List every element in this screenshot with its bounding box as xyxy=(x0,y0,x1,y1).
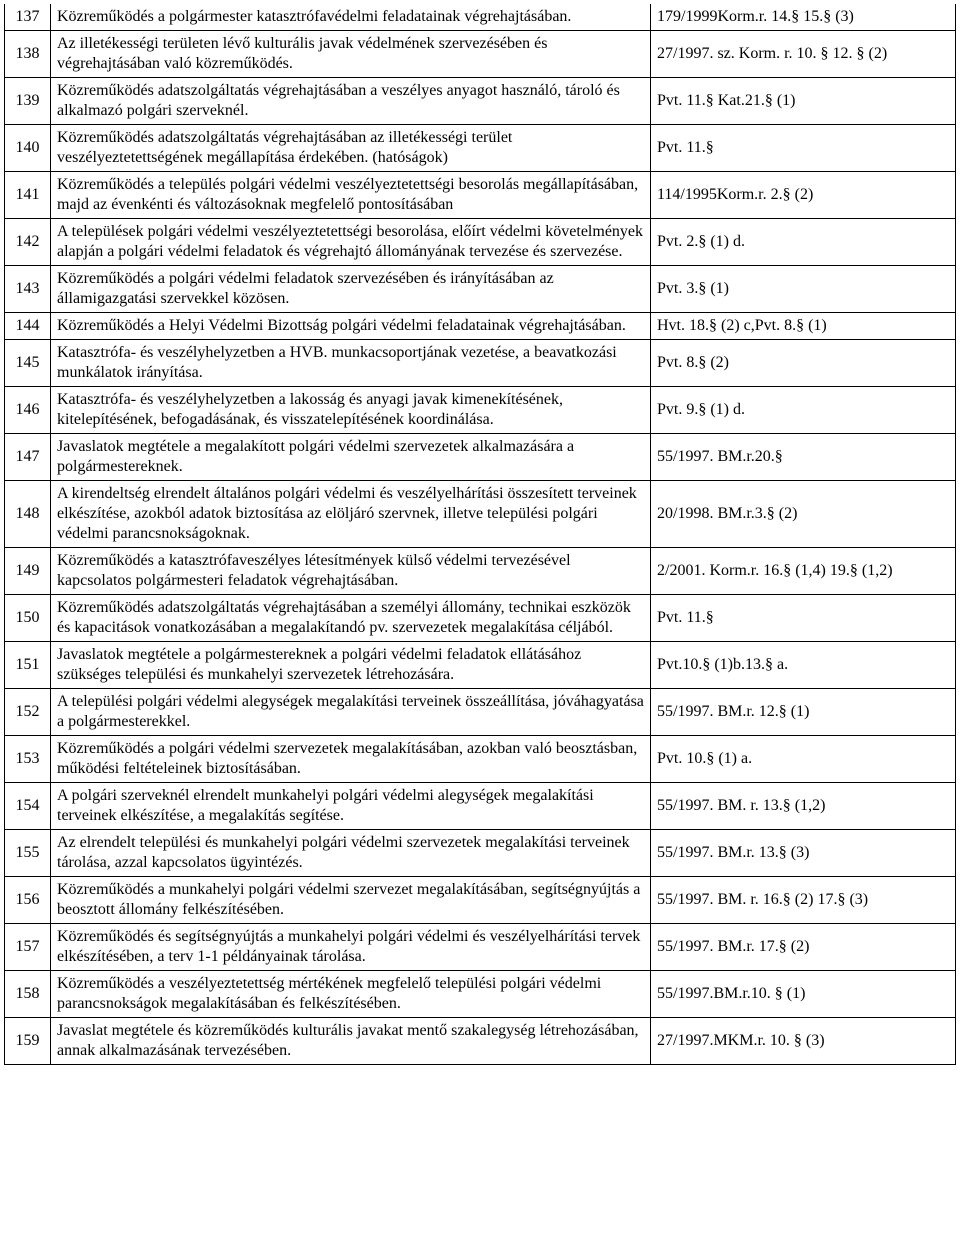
table-body: 137Közreműködés a polgármester katasztró… xyxy=(5,4,956,1065)
row-number: 148 xyxy=(5,481,51,548)
row-number: 150 xyxy=(5,595,51,642)
table-row: 158Közreműködés a veszélyeztetettség mér… xyxy=(5,971,956,1018)
row-reference: Pvt. 11.§ xyxy=(651,595,956,642)
row-reference: Pvt. 11.§ Kat.21.§ (1) xyxy=(651,78,956,125)
table-row: 153Közreműködés a polgári védelmi szerve… xyxy=(5,736,956,783)
row-description: Közreműködés a Helyi Védelmi Bizottság p… xyxy=(51,313,651,340)
row-reference: Pvt. 8.§ (2) xyxy=(651,340,956,387)
row-reference: 55/1997. BM.r. 17.§ (2) xyxy=(651,924,956,971)
regulations-table: 137Közreműködés a polgármester katasztró… xyxy=(4,4,956,1065)
row-description: Közreműködés a katasztrófaveszélyes léte… xyxy=(51,548,651,595)
row-reference: Pvt.10.§ (1)b.13.§ a. xyxy=(651,642,956,689)
row-number: 141 xyxy=(5,172,51,219)
row-reference: 20/1998. BM.r.3.§ (2) xyxy=(651,481,956,548)
row-description: Közreműködés a polgári védelmi feladatok… xyxy=(51,266,651,313)
table-row: 152A települési polgári védelmi alegység… xyxy=(5,689,956,736)
row-number: 143 xyxy=(5,266,51,313)
row-number: 147 xyxy=(5,434,51,481)
row-number: 145 xyxy=(5,340,51,387)
row-number: 158 xyxy=(5,971,51,1018)
row-reference: 27/1997. sz. Korm. r. 10. § 12. § (2) xyxy=(651,31,956,78)
row-reference: 55/1997. BM.r. 13.§ (3) xyxy=(651,830,956,877)
row-reference: 55/1997. BM. r. 13.§ (1,2) xyxy=(651,783,956,830)
row-description: A települések polgári védelmi veszélyezt… xyxy=(51,219,651,266)
table-row: 147Javaslatok megtétele a megalakított p… xyxy=(5,434,956,481)
row-number: 139 xyxy=(5,78,51,125)
row-number: 152 xyxy=(5,689,51,736)
row-description: Közreműködés a munkahelyi polgári védelm… xyxy=(51,877,651,924)
row-description: Közreműködés a veszélyeztetettség mérték… xyxy=(51,971,651,1018)
row-description: Javaslatok megtétele a polgármestereknek… xyxy=(51,642,651,689)
table-row: 143Közreműködés a polgári védelmi felada… xyxy=(5,266,956,313)
row-description: Az illetékességi területen lévő kulturál… xyxy=(51,31,651,78)
table-row: 154A polgári szerveknél elrendelt munkah… xyxy=(5,783,956,830)
row-reference: Pvt. 9.§ (1) d. xyxy=(651,387,956,434)
row-description: Közreműködés a polgári védelmi szervezet… xyxy=(51,736,651,783)
row-reference: Pvt. 2.§ (1) d. xyxy=(651,219,956,266)
row-number: 157 xyxy=(5,924,51,971)
row-number: 155 xyxy=(5,830,51,877)
row-description: A települési polgári védelmi alegységek … xyxy=(51,689,651,736)
row-description: Javaslat megtétele és közreműködés kultu… xyxy=(51,1018,651,1065)
row-description: Katasztrófa- és veszélyhelyzetben a HVB.… xyxy=(51,340,651,387)
row-description: A polgári szerveknél elrendelt munkahely… xyxy=(51,783,651,830)
row-number: 140 xyxy=(5,125,51,172)
row-number: 151 xyxy=(5,642,51,689)
row-reference: Pvt. 3.§ (1) xyxy=(651,266,956,313)
row-number: 137 xyxy=(5,4,51,31)
row-description: Közreműködés a polgármester katasztrófav… xyxy=(51,4,651,31)
table-row: 159Javaslat megtétele és közreműködés ku… xyxy=(5,1018,956,1065)
row-number: 153 xyxy=(5,736,51,783)
row-reference: 114/1995Korm.r. 2.§ (2) xyxy=(651,172,956,219)
row-reference: Hvt. 18.§ (2) c,Pvt. 8.§ (1) xyxy=(651,313,956,340)
table-row: 142A települések polgári védelmi veszély… xyxy=(5,219,956,266)
table-row: 137Közreműködés a polgármester katasztró… xyxy=(5,4,956,31)
row-description: A kirendeltség elrendelt általános polgá… xyxy=(51,481,651,548)
row-number: 142 xyxy=(5,219,51,266)
table-row: 151Javaslatok megtétele a polgármesterek… xyxy=(5,642,956,689)
row-number: 156 xyxy=(5,877,51,924)
table-row: 146Katasztrófa- és veszélyhelyzetben a l… xyxy=(5,387,956,434)
table-row: 157Közreműködés és segítségnyújtás a mun… xyxy=(5,924,956,971)
row-reference: Pvt. 11.§ xyxy=(651,125,956,172)
row-reference: 55/1997. BM.r.20.§ xyxy=(651,434,956,481)
table-row: 156Közreműködés a munkahelyi polgári véd… xyxy=(5,877,956,924)
row-number: 144 xyxy=(5,313,51,340)
row-reference: 55/1997. BM.r. 12.§ (1) xyxy=(651,689,956,736)
table-row: 149Közreműködés a katasztrófaveszélyes l… xyxy=(5,548,956,595)
table-row: 138Az illetékességi területen lévő kultu… xyxy=(5,31,956,78)
row-number: 138 xyxy=(5,31,51,78)
row-number: 146 xyxy=(5,387,51,434)
table-row: 139Közreműködés adatszolgáltatás végreha… xyxy=(5,78,956,125)
row-description: Közreműködés a település polgári védelmi… xyxy=(51,172,651,219)
row-reference: 179/1999Korm.r. 14.§ 15.§ (3) xyxy=(651,4,956,31)
row-description: Közreműködés adatszolgáltatás végrehajtá… xyxy=(51,125,651,172)
table-row: 150Közreműködés adatszolgáltatás végreha… xyxy=(5,595,956,642)
row-reference: 27/1997.MKM.r. 10. § (3) xyxy=(651,1018,956,1065)
table-row: 140Közreműködés adatszolgáltatás végreha… xyxy=(5,125,956,172)
row-description: Az elrendelt települési és munkahelyi po… xyxy=(51,830,651,877)
row-number: 159 xyxy=(5,1018,51,1065)
row-description: Közreműködés adatszolgáltatás végrehajtá… xyxy=(51,595,651,642)
row-reference: 55/1997. BM. r. 16.§ (2) 17.§ (3) xyxy=(651,877,956,924)
row-number: 149 xyxy=(5,548,51,595)
row-reference: 55/1997.BM.r.10. § (1) xyxy=(651,971,956,1018)
row-reference: Pvt. 10.§ (1) a. xyxy=(651,736,956,783)
row-description: Közreműködés adatszolgáltatás végrehajtá… xyxy=(51,78,651,125)
row-description: Katasztrófa- és veszélyhelyzetben a lako… xyxy=(51,387,651,434)
table-row: 145Katasztrófa- és veszélyhelyzetben a H… xyxy=(5,340,956,387)
table-row: 141Közreműködés a település polgári véde… xyxy=(5,172,956,219)
row-description: Közreműködés és segítségnyújtás a munkah… xyxy=(51,924,651,971)
table-row: 155Az elrendelt települési és munkahelyi… xyxy=(5,830,956,877)
row-reference: 2/2001. Korm.r. 16.§ (1,4) 19.§ (1,2) xyxy=(651,548,956,595)
table-row: 144Közreműködés a Helyi Védelmi Bizottsá… xyxy=(5,313,956,340)
table-row: 148A kirendeltség elrendelt általános po… xyxy=(5,481,956,548)
row-number: 154 xyxy=(5,783,51,830)
row-description: Javaslatok megtétele a megalakított polg… xyxy=(51,434,651,481)
